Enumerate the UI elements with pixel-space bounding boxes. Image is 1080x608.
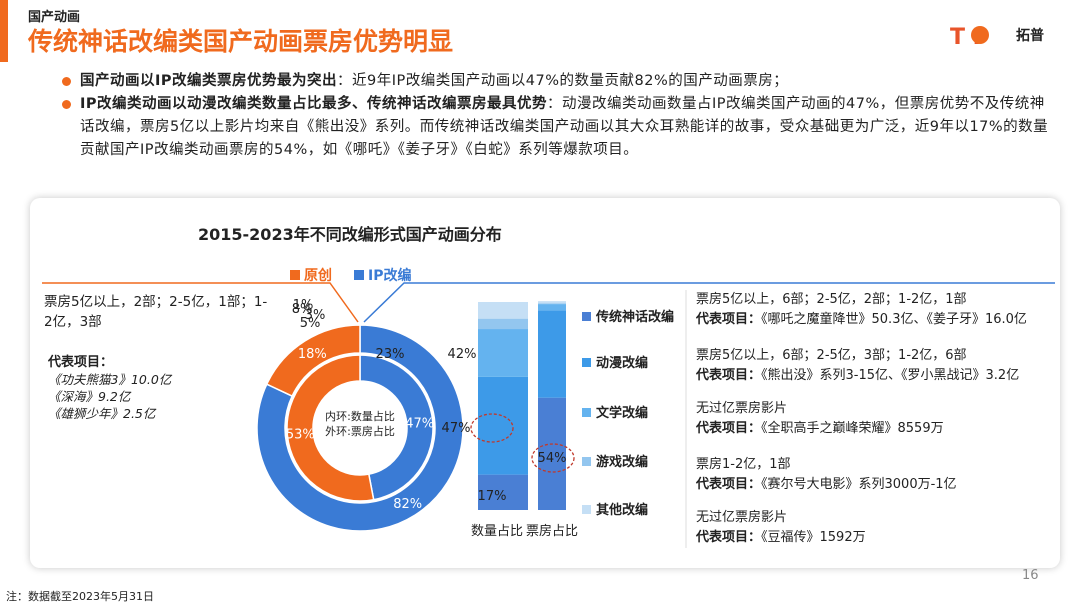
right-row-game-rep: 《赛尔号大电影》系列3000万-1亿 bbox=[761, 477, 957, 492]
right-row-other-rep: 《豆福传》1592万 bbox=[761, 530, 866, 545]
legend-blue-swatch bbox=[354, 270, 364, 280]
bar-0-label-game: 5% bbox=[300, 316, 321, 331]
stacked-bar-chart: 17% 47% 23% 5%8% 54% 42% 3%1% 数量占比 票房占比 传统神话改编动漫改… bbox=[292, 290, 687, 548]
left-representatives: 代表项目： 《功夫熊猫3》10.0亿 《深海》9.2亿 《雄狮少年》2.5亿 bbox=[48, 354, 171, 422]
right-row-anime: 票房5亿以上，6部；2-5亿，3部；1-2亿，6部 代表项目：《熊出没》系列3-… bbox=[696, 346, 1019, 386]
right-row-anime-rep: 《熊出没》系列3-15亿、《罗小黑战记》3.2亿 bbox=[761, 368, 1020, 383]
inner-slice-original bbox=[286, 354, 375, 502]
bar-1-label-other: 1% bbox=[293, 298, 314, 313]
left-rep-item-2: 《深海》9.2亿 bbox=[48, 389, 131, 404]
outer-label-original: 18% bbox=[298, 347, 327, 362]
cat-legend-swatch-myth bbox=[582, 312, 591, 321]
right-row-game-rep-label: 代表项目： bbox=[696, 477, 762, 492]
cat-legend-label-literature: 文学改编 bbox=[596, 405, 648, 421]
connector-orange bbox=[42, 282, 359, 323]
right-row-game: 票房1-2亿，1部 代表项目：《赛尔号大电影》系列3000万-1亿 bbox=[696, 455, 957, 495]
cat-legend-label-other: 其他改编 bbox=[596, 502, 648, 518]
bar-xlabel-0: 数量占比 bbox=[471, 524, 523, 539]
bar-0-label-literature: 23% bbox=[376, 347, 405, 362]
outer-slice-original bbox=[265, 324, 361, 398]
inner-slice-ip bbox=[359, 354, 434, 501]
right-row-literature: 无过亿票房影片 代表项目：《全职高手之巅峰荣耀》8559万 bbox=[696, 399, 944, 439]
cat-legend-swatch-game bbox=[582, 457, 591, 466]
right-row-literature-box-office: 无过亿票房影片 bbox=[696, 401, 788, 416]
bar-0-seg-game bbox=[478, 318, 528, 330]
bullet-1-text: ：近9年IP改编类国产动画以47%的数量贡献82%的国产动画票房； bbox=[337, 73, 789, 89]
page-number: 16 bbox=[1022, 568, 1039, 583]
right-row-literature-rep-label: 代表项目： bbox=[696, 421, 762, 436]
bar-0-seg-other bbox=[478, 302, 528, 319]
bar-1-seg-game bbox=[538, 303, 566, 305]
inner-label-ip: 47% bbox=[405, 416, 434, 431]
right-row-game-box-office: 票房1-2亿，1部 bbox=[696, 457, 791, 472]
chart-title: 2015-2023年不同改编形式国产动画分布 bbox=[198, 225, 502, 244]
outer-slice-ip bbox=[256, 324, 464, 532]
bar-1-label-anime: 42% bbox=[448, 347, 477, 362]
left-rep-header: 代表项目： bbox=[48, 355, 114, 370]
right-row-myth: 票房5亿以上，6部；2-5亿，2部；1-2亿，1部 代表项目：《哪吒之魔童降世》… bbox=[696, 290, 1027, 330]
bar-0-seg-myth bbox=[478, 474, 528, 510]
bar-0-label-anime: 47% bbox=[442, 421, 471, 436]
legend-blue-label: IP改编 bbox=[368, 267, 411, 284]
bullet-1-bold: 国产动画以IP改编类票房优势最为突出 bbox=[80, 73, 338, 89]
donut-chart: 47% 53% 82% 18% bbox=[256, 324, 464, 532]
inner-label-original: 53% bbox=[286, 428, 315, 443]
highlight-box-office-54 bbox=[531, 443, 575, 473]
bullet-2-text: ：动漫改编类动画数量占IP改编类国产动画的47%，但票房优势不及传统神话改编，票… bbox=[80, 96, 1049, 158]
right-row-literature-rep: 《全职高手之巅峰荣耀》8559万 bbox=[761, 421, 944, 436]
bar-1-seg-myth bbox=[538, 397, 566, 510]
left-rep-item-1: 《功夫熊猫3》10.0亿 bbox=[48, 372, 172, 387]
bar-1-label-myth: 54% bbox=[538, 451, 567, 466]
legend-orange-swatch bbox=[290, 270, 300, 280]
right-row-myth-box-office: 票房5亿以上，6部；2-5亿，2部；1-2亿，1部 bbox=[696, 292, 967, 307]
bullet-2: IP改编类动画以动漫改编类数量占比最多、传统神话改编票房最具优势：动漫改编类动画… bbox=[62, 93, 1052, 162]
logo-cn: 拓普 bbox=[1016, 27, 1044, 44]
cat-legend-label-anime: 动漫改编 bbox=[596, 355, 648, 371]
section-tag: 国产动画 bbox=[28, 10, 81, 25]
logo-orb-icon bbox=[971, 26, 989, 44]
page-title: 传统神话改编类国产动画票房优势明显 bbox=[28, 27, 454, 56]
right-row-anime-box-office: 票房5亿以上，6部；2-5亿，3部；1-2亿，6部 bbox=[696, 348, 967, 363]
bar-1-seg-anime bbox=[538, 310, 566, 398]
center-label-2: 外环:票房占比 bbox=[325, 424, 395, 438]
bar-1-seg-other bbox=[538, 301, 566, 304]
right-row-other-rep-label: 代表项目： bbox=[696, 530, 762, 545]
right-row-other: 无过亿票房影片 代表项目：《豆福传》1592万 bbox=[696, 508, 866, 548]
center-label-1: 内环:数量占比 bbox=[325, 409, 395, 423]
right-row-anime-rep-label: 代表项目： bbox=[696, 368, 762, 383]
bullet-list: 国产动画以IP改编类票房优势最为突出：近9年IP改编类国产动画以47%的数量贡献… bbox=[62, 70, 1052, 162]
cat-legend-swatch-literature bbox=[582, 408, 591, 417]
accent-bar bbox=[0, 0, 8, 62]
bar-0-label-myth: 17% bbox=[478, 489, 507, 504]
logo: T P 拓普 bbox=[950, 25, 1044, 50]
bar-0-seg-literature bbox=[478, 329, 528, 377]
cat-legend-label-myth: 传统神话改编 bbox=[595, 309, 674, 325]
left-box-office: 票房5亿以上，2部；2-5亿，1部；1-2亿，3部 bbox=[44, 294, 268, 330]
footnote: 注：数据截至2023年5月31日 bbox=[6, 590, 154, 603]
bar-1-label-literature: 3% bbox=[305, 308, 326, 323]
bar-1-seg-literature bbox=[538, 304, 566, 311]
left-rep-item-3: 《雄狮少年》2.5亿 bbox=[48, 406, 156, 421]
bullet-1: 国产动画以IP改编类票房优势最为突出：近9年IP改编类国产动画以47%的数量贡献… bbox=[62, 70, 1052, 93]
bar-0-seg-anime bbox=[478, 376, 528, 475]
right-row-other-box-office: 无过亿票房影片 bbox=[696, 510, 788, 525]
cat-legend-label-game: 游戏改编 bbox=[596, 454, 648, 470]
legend-orange-label: 原创 bbox=[304, 267, 332, 284]
bullet-2-bold: IP改编类动画以动漫改编类数量占比最多、传统神话改编票房最具优势 bbox=[80, 96, 548, 112]
right-row-myth-rep: 《哪吒之魔童降世》50.3亿、《姜子牙》16.0亿 bbox=[761, 312, 1027, 327]
cat-legend-swatch-other bbox=[582, 505, 591, 514]
cat-legend-swatch-anime bbox=[582, 358, 591, 367]
highlight-count-47 bbox=[470, 413, 514, 443]
right-row-myth-rep-label: 代表项目： bbox=[696, 312, 762, 327]
bar-0-label-other: 8% bbox=[292, 302, 313, 317]
connector-blue bbox=[363, 282, 1055, 323]
bar-xlabel-1: 票房占比 bbox=[526, 523, 578, 539]
outer-label-ip: 82% bbox=[393, 497, 422, 512]
